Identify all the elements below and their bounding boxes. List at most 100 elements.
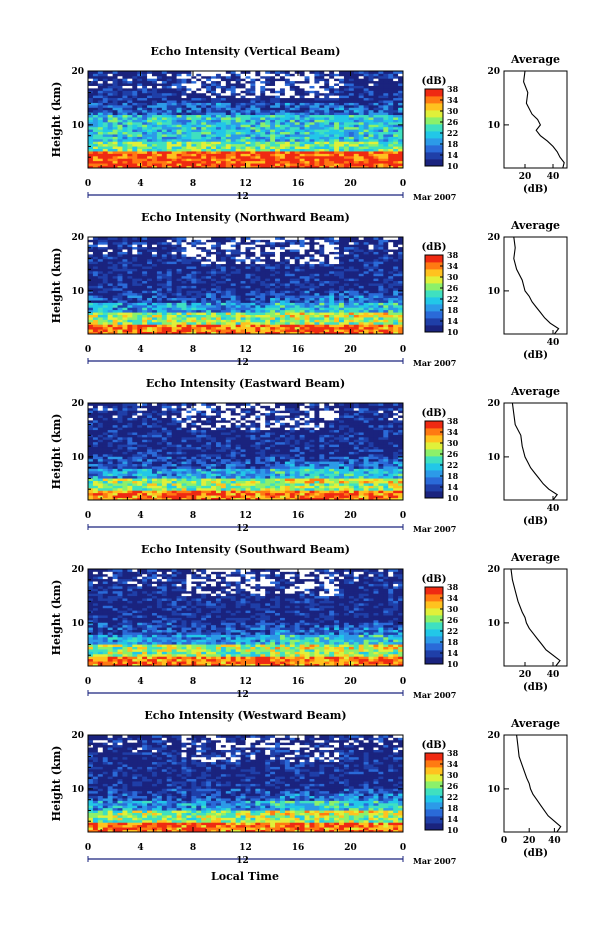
heatmap-cell (92, 71, 99, 74)
heatmap-cell (166, 158, 173, 162)
heatmap-cell (147, 143, 153, 147)
heatmap-cell (97, 251, 104, 255)
heatmap-cell (181, 292, 187, 296)
heatmap-cell (393, 300, 399, 303)
heatmap-cell (294, 141, 301, 145)
heatmap-cell (137, 85, 143, 89)
heatmap-cell (383, 246, 389, 250)
heatmap-cell (284, 292, 291, 296)
heatmap-cell (270, 280, 276, 284)
heatmap-cell (255, 285, 261, 289)
heatmap-cell (191, 153, 197, 157)
heatmap-cell (142, 287, 148, 291)
heatmap-cell (343, 275, 350, 279)
heatmap-cell (358, 114, 365, 118)
heatmap-cell (383, 304, 389, 308)
heatmap-cell (88, 285, 94, 289)
heatmap-cell (201, 285, 207, 289)
heatmap-cell (299, 73, 305, 77)
heatmap-cell (230, 266, 237, 269)
heatmap-cell (142, 326, 148, 330)
heatmap-cell (92, 253, 99, 257)
heatmap-cell (196, 109, 202, 113)
heatmap-cell (309, 321, 315, 325)
heatmap-cell (398, 270, 404, 274)
heatmap-cell (176, 146, 182, 149)
heatmap-cell (339, 314, 345, 318)
heatmap-cell (250, 114, 256, 118)
heatmap-cell (304, 153, 310, 157)
heatmap-cell (279, 121, 286, 125)
heatmap-cell (97, 129, 104, 133)
heatmap-cell (334, 268, 340, 272)
heatmap-cell (304, 75, 310, 79)
heatmap-cell (279, 275, 286, 279)
heatmap-cell (398, 304, 404, 308)
heatmap-cell (117, 246, 123, 250)
heatmap-cell (324, 326, 330, 330)
average-x-tick-label: 40 (547, 172, 560, 182)
heatmap-cell (156, 258, 163, 262)
heatmap-cell (215, 290, 222, 294)
heatmap-cell (161, 253, 168, 257)
heatmap-cell (137, 119, 143, 123)
heatmap-cell (270, 163, 276, 166)
heatmap-cell (279, 92, 286, 96)
heatmap-cell (201, 83, 207, 86)
heatmap-cell (240, 253, 246, 257)
heatmap-cell (245, 253, 251, 257)
heatmap-cell (348, 90, 355, 94)
heatmap-cell (383, 129, 389, 133)
heatmap-cell (314, 268, 320, 272)
heatmap-cell (235, 158, 241, 162)
heatmap-cell (260, 107, 266, 111)
heatmap-cell (151, 151, 158, 154)
heatmap-cell (324, 285, 330, 289)
heatmap-cell (393, 90, 399, 94)
heatmap-cell (191, 324, 197, 328)
heatmap-cell (358, 80, 365, 84)
heatmap-cell (132, 304, 138, 308)
heatmap-cell (211, 304, 217, 308)
heatmap-cell (358, 117, 365, 120)
heatmap-cell (309, 280, 315, 284)
heatmap-cell (117, 129, 123, 133)
average-y-tick-label: 10 (487, 121, 500, 131)
heatmap-cell (294, 290, 301, 294)
heatmap-cell (117, 290, 123, 294)
heatmap-cell (309, 158, 315, 162)
heatmap-cell (92, 244, 99, 248)
heatmap-cell (373, 80, 379, 84)
heatmap-cell (353, 136, 360, 140)
heatmap-cell (97, 285, 104, 289)
heatmap-cell (265, 280, 271, 284)
heatmap-cell (137, 97, 143, 101)
heatmap-cell (107, 319, 114, 323)
heatmap-cell (211, 73, 217, 77)
heatmap-cell (378, 85, 384, 89)
heatmap-cell (225, 112, 232, 116)
heatmap-cell (275, 283, 281, 286)
average-profile-line (523, 70, 565, 169)
heatmap-cell (117, 285, 123, 289)
heatmap-cell (368, 300, 374, 303)
heatmap-cell (388, 268, 394, 272)
heatmap-cell (107, 131, 114, 135)
heatmap-cell (166, 253, 173, 257)
heatmap-cell (137, 148, 143, 152)
heatmap-cell (215, 104, 222, 108)
heatmap-cell (245, 307, 251, 311)
heatmap-cell (279, 251, 286, 255)
heatmap-cell (339, 92, 345, 96)
heatmap-cell (348, 134, 355, 137)
heatmap-cell (265, 285, 271, 289)
heatmap-cell (270, 251, 276, 255)
heatmap-cell (191, 329, 197, 332)
heatmap-cell (112, 280, 118, 284)
heatmap-cell (147, 141, 153, 145)
heatmap-cell (142, 302, 148, 306)
heatmap-cell (358, 324, 365, 328)
heatmap-cell (353, 285, 360, 289)
heatmap-cell (220, 75, 227, 79)
heatmap-cell (329, 117, 335, 120)
